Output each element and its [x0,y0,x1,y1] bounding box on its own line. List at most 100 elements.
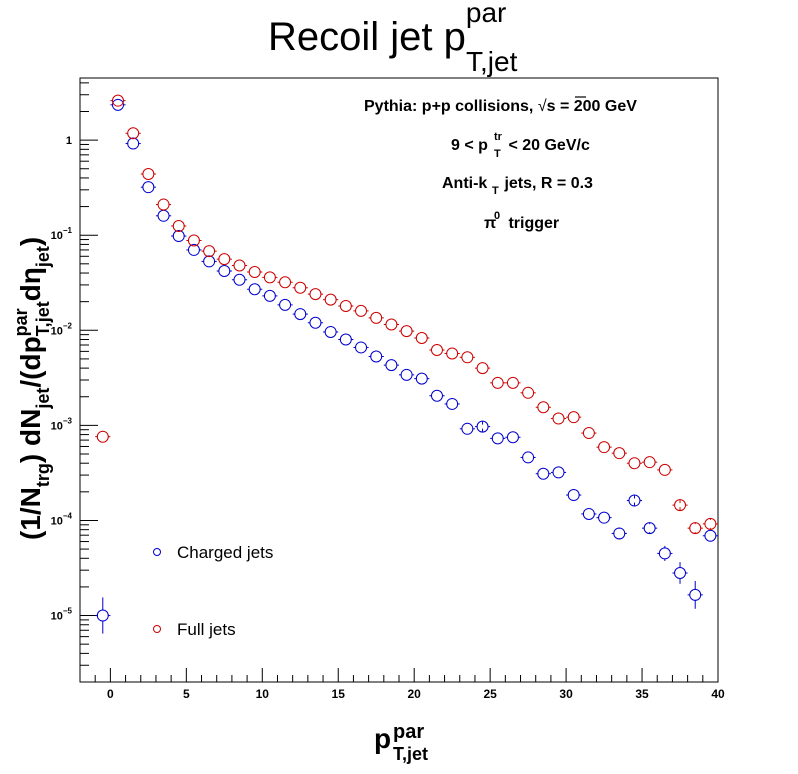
data-point [172,219,185,232]
data-point [567,411,580,424]
data-point [385,359,398,372]
y-tick-label: 10−4 [51,511,73,527]
y-tick-label: 1 [66,135,72,147]
data-point [658,547,671,560]
data-point [339,300,352,313]
data-point [582,427,595,440]
data-point [430,389,443,402]
data-point [142,181,155,194]
data-point [415,331,428,344]
data-point [324,293,337,306]
data-point [233,273,246,286]
series-charged-jets [95,98,718,634]
annotation-jet-algorithm: Anti-k T jets, R = 0.3 [442,175,593,197]
y-tick-label: 10−5 [51,607,73,623]
legend-marker-charged [153,548,161,556]
y-axis-label: (1/Ntrg) dNjet/(dppar T,jetdηjet) [11,237,53,540]
x-tick-label: 10 [256,687,270,701]
x-tick-label: 35 [635,687,649,701]
data-point [613,527,626,540]
data-point [355,304,368,317]
data-point [476,420,489,433]
data-point [689,522,702,535]
data-point [339,333,352,346]
legend-label-full: Full jets [177,620,236,639]
data-point [111,94,124,107]
data-point [187,243,200,256]
data-point [324,325,337,338]
data-point [355,341,368,354]
y-tick-label: 10−1 [51,226,73,242]
data-point [263,271,276,284]
data-point [370,311,383,324]
annotation-collisions: Pythia: p+p collisions, √s = 200 GeV [364,98,637,115]
data-point [522,451,535,464]
annotation-pi0-trigger: π0 trigger [484,210,559,232]
data-point [674,499,687,512]
data-point [446,397,459,410]
data-point [279,298,292,311]
legend-marker-full [153,625,161,633]
x-tick-label: 0 [107,687,114,701]
data-point [400,368,413,381]
annotation-trigger-range: 9 < p tr T < 20 GeV/c [451,131,590,160]
data-point [263,289,276,302]
data-point [476,362,489,375]
legend-label-charged: Charged jets [177,543,273,562]
data-point [658,463,671,476]
x-tick-label: 20 [408,687,422,701]
data-point [537,467,550,480]
x-axis-label: ppar T,jet [374,721,428,764]
data-point [248,283,261,296]
data-point [506,376,519,389]
data-point [643,522,656,535]
data-point [598,511,611,524]
data-point [233,259,246,272]
data-point [628,494,641,507]
data-point [506,431,519,444]
data-point [294,281,307,294]
chart-title: Recoil jet ppar T,jet [268,0,518,77]
data-point [567,489,580,502]
x-tick-label: 15 [332,687,346,701]
data-point [127,137,140,150]
data-point [309,288,322,301]
data-point [491,432,504,445]
data-point [582,507,595,520]
y-tick-label: 10−3 [51,416,73,432]
data-point [415,372,428,385]
data-point [385,318,398,331]
data-point [628,457,641,470]
y-tick-label: 10−2 [51,321,73,337]
data-point [491,376,504,389]
data-point [172,230,185,243]
data-point [643,456,656,469]
x-tick-label: 25 [483,687,497,701]
data-point [674,567,687,580]
data-point [461,422,474,435]
x-tick-label: 5 [183,687,190,701]
legend: Charged jets Full jets [153,543,273,639]
data-point [370,350,383,363]
data-point [430,344,443,357]
data-point [704,529,717,542]
data-point [446,347,459,360]
data-point [96,430,109,443]
data-point [309,316,322,329]
y-axis: 10−5 10−4 10−3 10−2 10−1 1 [51,82,98,683]
data-point [218,265,231,278]
data-point [96,609,109,622]
data-point [279,276,292,289]
x-tick-label: 30 [559,687,573,701]
data-point [187,234,200,247]
data-point [552,412,565,425]
series-full-jets [95,94,718,535]
data-point [111,98,124,111]
data-point [537,401,550,414]
data-point [127,127,140,140]
data-point [248,266,261,279]
data-point [689,588,702,601]
data-point [203,255,216,268]
data-point [218,253,231,266]
